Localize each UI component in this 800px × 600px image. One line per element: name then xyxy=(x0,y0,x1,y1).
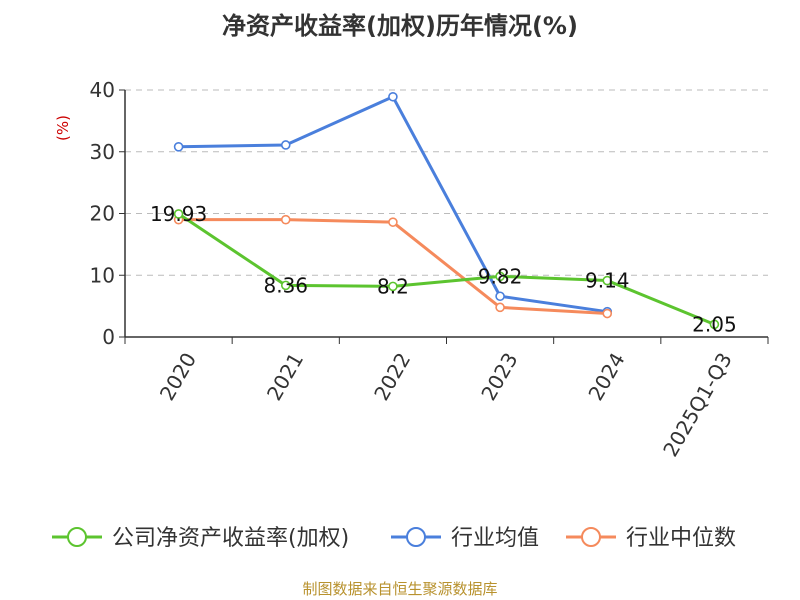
x-tick-label: 2023 xyxy=(476,349,522,405)
data-point xyxy=(495,302,505,313)
chart-title: 净资产收益率(加权)历年情况(%) xyxy=(222,12,578,40)
series-line xyxy=(178,218,608,316)
data-label: 8.2 xyxy=(377,274,409,298)
data-label: 19.93 xyxy=(150,202,207,226)
data-point xyxy=(709,319,720,330)
data-point xyxy=(602,308,613,319)
x-tick-label: 2021 xyxy=(262,349,308,405)
y-tick-label: 0 xyxy=(102,325,115,349)
series-line xyxy=(177,212,715,326)
data-label: 2.05 xyxy=(692,312,737,336)
data-point xyxy=(173,209,184,219)
data-point xyxy=(388,217,398,227)
y-tick-label: 30 xyxy=(90,140,115,164)
data-point xyxy=(280,140,291,150)
data-point xyxy=(495,271,505,282)
x-tick-label: 2022 xyxy=(369,349,415,405)
x-tick-label: 2024 xyxy=(583,349,629,405)
legend-swatch-marker xyxy=(67,527,87,547)
x-tick-label: 2025Q1-Q3 xyxy=(658,349,737,461)
data-point xyxy=(173,142,184,152)
legend-label: 行业均值 xyxy=(451,526,539,551)
series-lines xyxy=(173,91,720,330)
source-note: 制图数据来自恒生聚源数据库 xyxy=(302,580,497,598)
data-label: 8.36 xyxy=(263,273,308,297)
grid xyxy=(125,89,768,276)
data-point xyxy=(388,281,398,292)
legend-swatch-marker xyxy=(406,527,426,547)
legend-label: 公司净资产收益率(加权) xyxy=(112,526,349,551)
data-point xyxy=(280,280,291,291)
y-axis-label: (%) xyxy=(54,115,72,141)
data-labels: 19.93 8.36 8.2 9.82 9.14 2.05 xyxy=(150,202,737,336)
data-point xyxy=(602,275,613,286)
data-label: 9.82 xyxy=(478,264,523,288)
legend: 公司净资产收益率(加权) 行业均值 行业中位数 xyxy=(52,526,736,551)
y-tick-label: 20 xyxy=(90,202,115,226)
y-tick-label: 10 xyxy=(90,263,115,287)
legend-swatch-marker xyxy=(581,527,601,547)
data-label: 9.14 xyxy=(585,269,630,293)
axes: 0 10 20 30 40 2020 2021 2022 2023 2024 2025Q1-Q3 xyxy=(90,78,769,461)
x-tick-label: 2020 xyxy=(155,349,201,405)
data-point xyxy=(495,291,505,302)
data-point xyxy=(280,214,291,225)
data-point xyxy=(388,91,398,102)
legend-label: 行业中位数 xyxy=(626,526,736,551)
y-tick-label: 40 xyxy=(90,78,115,102)
